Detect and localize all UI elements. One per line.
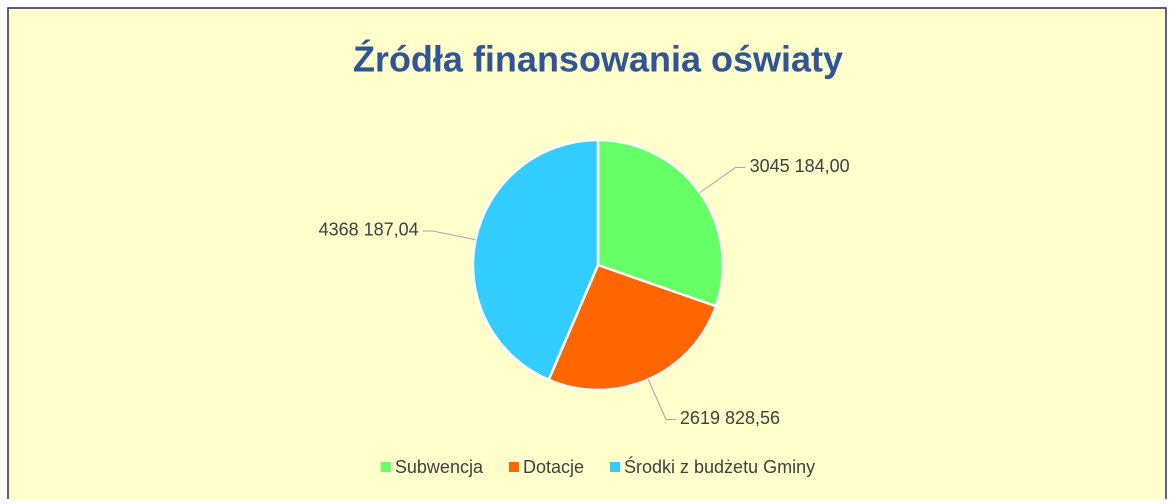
- chart-title: Źródła finansowania oświaty: [353, 39, 843, 80]
- data-label: 4368 187,04: [319, 220, 419, 240]
- leader-line: [699, 166, 746, 194]
- leader-line: [647, 379, 676, 420]
- leader-line: [422, 230, 476, 241]
- pie-slice: [596, 138, 725, 308]
- legend-label: Subwencja: [395, 457, 484, 477]
- data-label: 3045 184,00: [750, 156, 850, 176]
- legend-swatch: [380, 462, 391, 472]
- legend-label: Dotacje: [523, 457, 584, 477]
- legend-swatch: [508, 462, 519, 472]
- pie-slice: [546, 263, 718, 392]
- legend-label: Środki z budżetu Gminy: [624, 456, 815, 477]
- pie-slice: [471, 138, 600, 382]
- legend-swatch: [610, 462, 620, 472]
- data-label: 2619 828,56: [680, 408, 780, 428]
